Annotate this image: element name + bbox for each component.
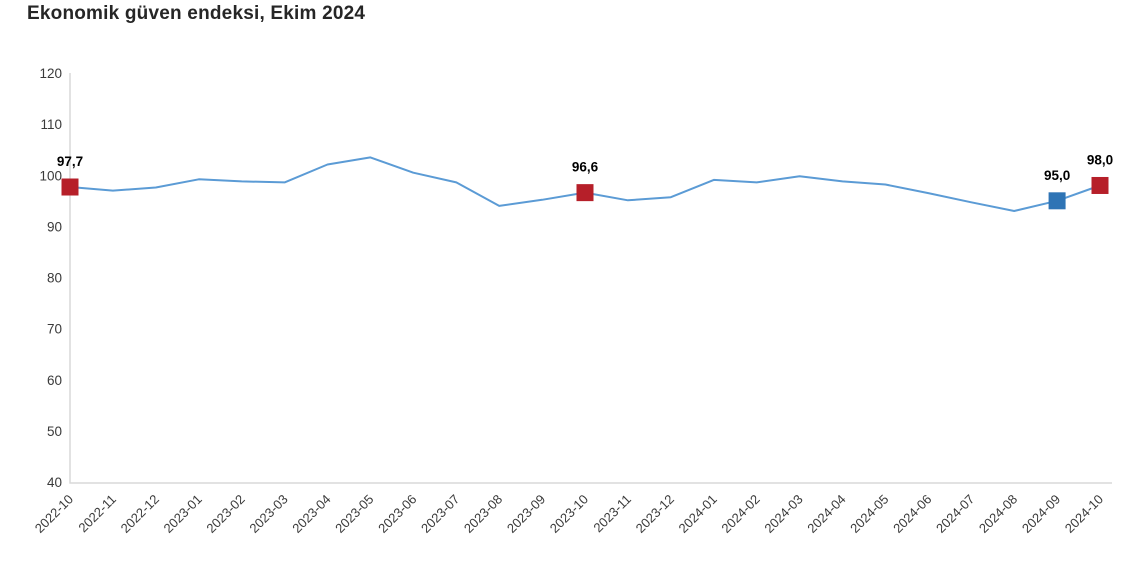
data-label: 98,0 [1087,152,1113,167]
x-tick-label: 2023-02 [203,492,247,536]
x-tick-label: 2023-06 [375,492,419,536]
marker-square-blue [1048,192,1066,210]
x-tick-label: 2023-01 [161,492,205,536]
y-tick-label: 70 [47,322,62,337]
x-tick-label: 2022-12 [118,492,162,536]
y-tick-label: 100 [39,168,62,183]
x-tick-label: 2024-10 [1062,492,1106,536]
x-tick-label: 2023-12 [633,492,677,536]
x-tick-label: 2024-03 [761,492,805,536]
marker-square-red [61,178,79,196]
axis-lines [69,73,1112,484]
data-label: 95,0 [1044,168,1070,183]
y-tick-label: 80 [47,271,62,286]
x-tick-label: 2024-02 [718,492,762,536]
marker-square-red [576,184,594,202]
x-tick-label: 2023-04 [289,492,333,536]
x-tick-label: 2023-08 [461,492,505,536]
page-title: Ekonomik güven endeksi, Ekim 2024 [27,3,366,24]
y-tick-label: 40 [47,475,62,490]
marker-square-red [1091,176,1109,194]
x-tick-label: 2023-07 [418,492,462,536]
x-tick-label: 2024-08 [976,492,1020,536]
x-tick-label: 2022-10 [32,492,76,536]
x-tick-label: 2023-05 [332,492,376,536]
x-tick-label: 2023-11 [590,492,634,536]
x-tick-label: 2023-10 [547,492,591,536]
y-tick-label: 110 [40,117,62,132]
y-tick-label: 50 [47,424,62,439]
y-tick-label: 90 [47,219,62,234]
x-tick-label: 2024-07 [933,492,977,536]
y-tick-label: 60 [47,373,62,388]
x-tick-label: 2022-11 [75,492,119,536]
x-tick-label: 2023-03 [246,492,290,536]
x-tick-label: 2024-05 [847,492,891,536]
data-label: 96,6 [572,160,599,175]
x-tick-label: 2023-09 [504,492,548,536]
x-tick-label: 2024-09 [1019,492,1063,536]
x-tick-label: 2024-06 [890,492,934,536]
x-tick-label: 2024-01 [676,492,720,536]
data-label: 97,7 [57,154,83,169]
y-tick-label: 120 [39,66,62,81]
x-tick-label: 2024-04 [804,492,848,536]
